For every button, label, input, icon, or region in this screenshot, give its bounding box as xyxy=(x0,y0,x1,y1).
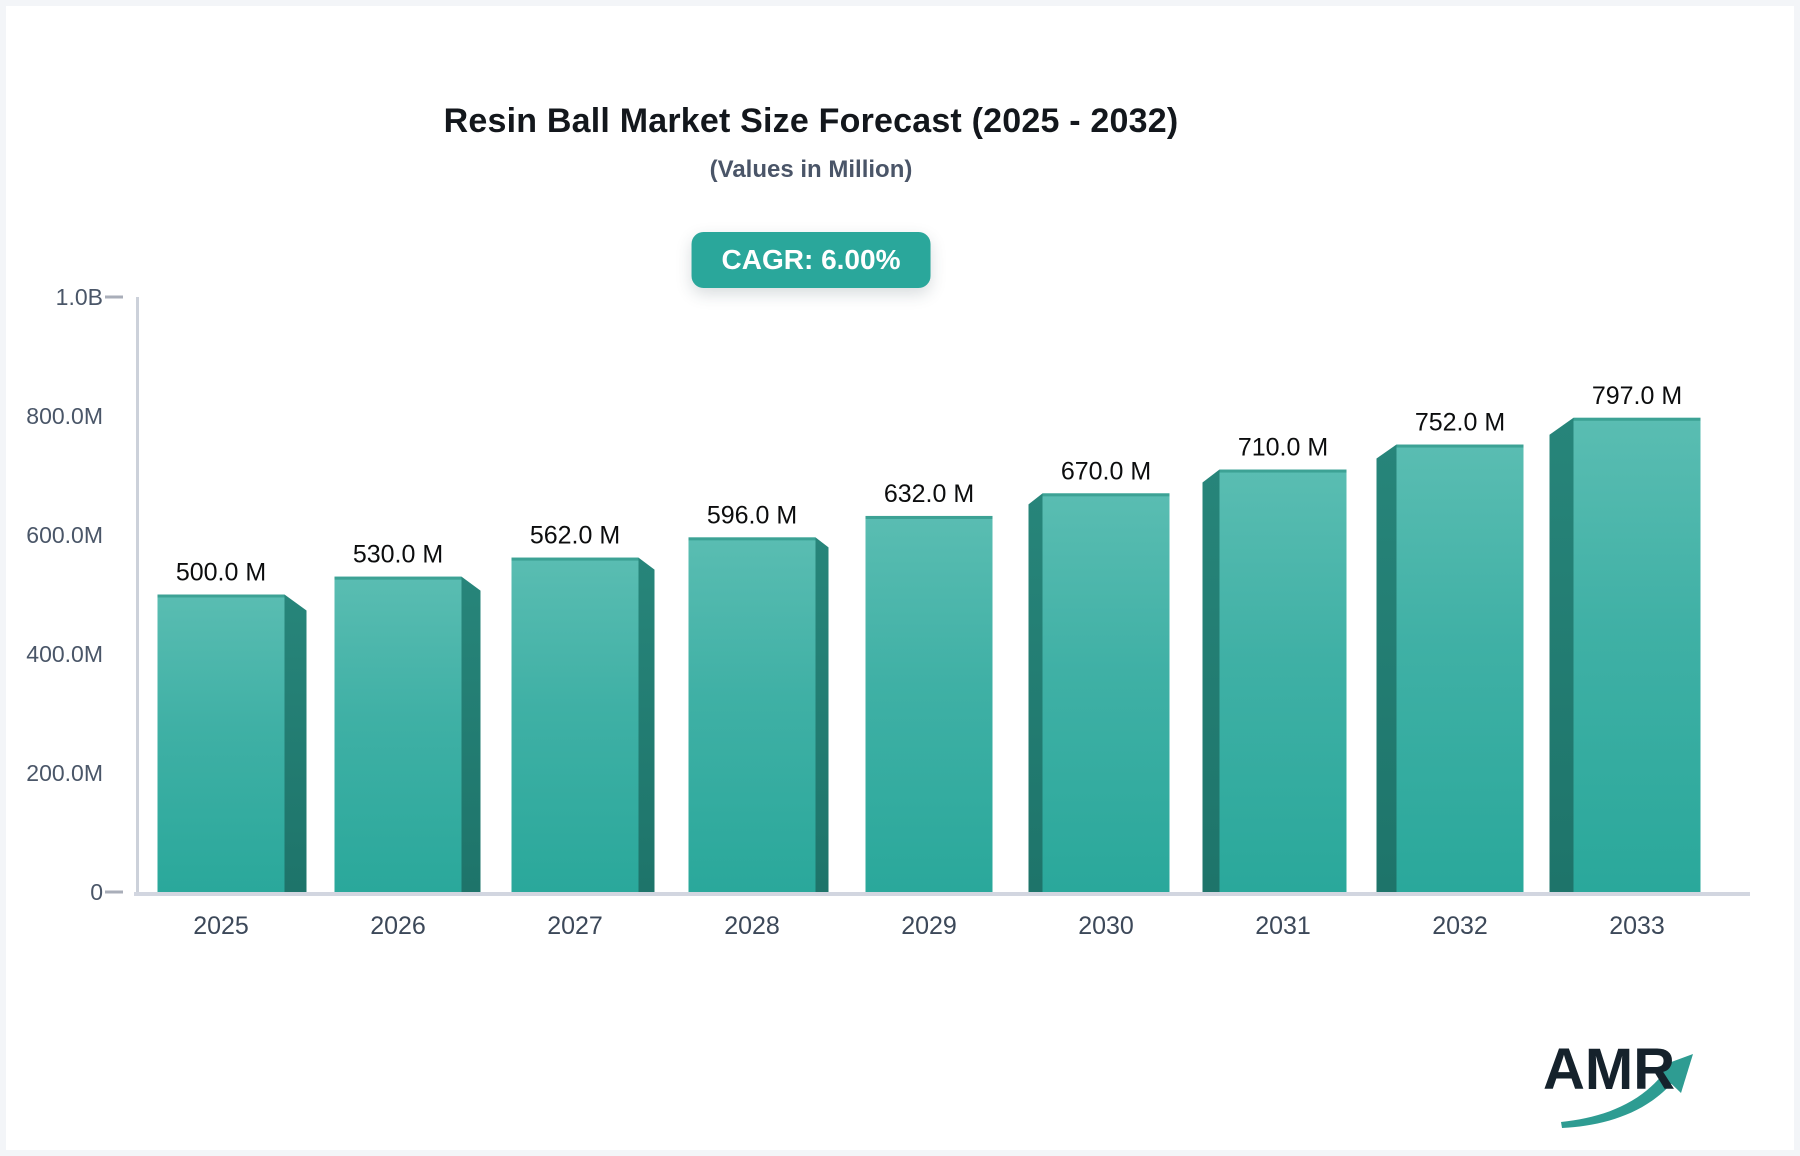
bar-top-edge xyxy=(1396,444,1524,448)
y-axis-tick-label: 200.0M xyxy=(26,760,103,786)
bar-value-label: 670.0 M xyxy=(1061,457,1151,485)
y-axis-tick-label: 1.0B xyxy=(56,284,103,310)
x-axis-tick-label: 2028 xyxy=(724,912,780,940)
x-axis-line xyxy=(134,892,1750,896)
bar-value-label: 752.0 M xyxy=(1415,409,1505,437)
bar xyxy=(865,515,993,892)
bar xyxy=(1396,444,1524,892)
bar-3d-side xyxy=(1202,469,1220,892)
y-axis-tick xyxy=(105,890,123,894)
bar-value-label: 797.0 M xyxy=(1592,382,1682,410)
chart-subtitle: (Values in Million) xyxy=(709,156,913,183)
bar-value-label: 632.0 M xyxy=(884,480,974,508)
bar-3d-side xyxy=(1028,493,1043,892)
bar-top-edge xyxy=(688,537,816,541)
bar-top-edge xyxy=(1573,417,1701,421)
x-axis-tick-label: 2033 xyxy=(1609,912,1665,940)
bar xyxy=(511,557,639,892)
bar-value-label: 530.0 M xyxy=(353,541,443,569)
bar-chart: 0 200.0M 400.0M 600.0M 800.0M 1.0B 500.0 M 2025… xyxy=(26,284,1750,940)
bars xyxy=(157,417,1701,892)
bar-value-label: 562.0 M xyxy=(530,522,620,550)
bar-3d-side xyxy=(461,576,481,892)
bar-3d-side xyxy=(284,594,307,892)
y-axis-tick-label: 800.0M xyxy=(26,403,103,429)
bar-top-edge xyxy=(865,515,993,519)
bar-3d-side xyxy=(1376,444,1397,892)
x-axis-tick-label: 2032 xyxy=(1432,912,1488,940)
bar-value-label: 596.0 M xyxy=(707,501,797,529)
bar xyxy=(157,594,285,892)
y-axis-tick xyxy=(105,295,123,299)
bar-value-label: 710.0 M xyxy=(1238,434,1328,462)
bar-top-edge xyxy=(511,557,639,561)
chart-labels: 0 200.0M 400.0M 600.0M 800.0M 1.0B 500.0 M 2025… xyxy=(26,284,1682,940)
x-axis-tick-label: 2025 xyxy=(193,912,249,940)
amr-logo: AMR xyxy=(1543,1036,1713,1128)
y-axis-tick-label: 600.0M xyxy=(26,522,103,548)
cagr-badge: CAGR: 6.00% xyxy=(691,232,931,288)
bar-top-edge xyxy=(1042,493,1170,497)
bar-3d-side xyxy=(1549,417,1574,892)
bar-value-label: 500.0 M xyxy=(176,559,266,587)
axes xyxy=(105,295,1750,896)
amr-logo-text: AMR xyxy=(1543,1037,1676,1102)
y-axis-tick-label: 0 xyxy=(90,879,103,905)
bar-3d-side xyxy=(638,557,655,892)
bar xyxy=(1573,417,1701,892)
y-axis-tick-label: 400.0M xyxy=(26,641,103,667)
y-axis-line xyxy=(136,297,139,895)
bar xyxy=(1219,469,1347,892)
x-axis-tick-label: 2030 xyxy=(1078,912,1134,940)
bar-3d-side xyxy=(815,537,829,892)
bar-top-edge xyxy=(157,594,285,598)
bar xyxy=(334,576,462,892)
x-axis-tick-label: 2031 xyxy=(1255,912,1311,940)
bar xyxy=(688,537,816,892)
growth-arrow-icon xyxy=(1561,1054,1693,1128)
x-axis-tick-label: 2027 xyxy=(547,912,603,940)
chart-title: Resin Ball Market Size Forecast (2025 - … xyxy=(443,102,1179,140)
bar-top-edge xyxy=(1219,469,1347,473)
x-axis-tick-label: 2029 xyxy=(901,912,957,940)
chart-card: Resin Ball Market Size Forecast (2025 - … xyxy=(6,6,1794,1150)
bar xyxy=(1042,493,1170,892)
x-axis-tick-label: 2026 xyxy=(370,912,426,940)
bar-top-edge xyxy=(334,576,462,580)
